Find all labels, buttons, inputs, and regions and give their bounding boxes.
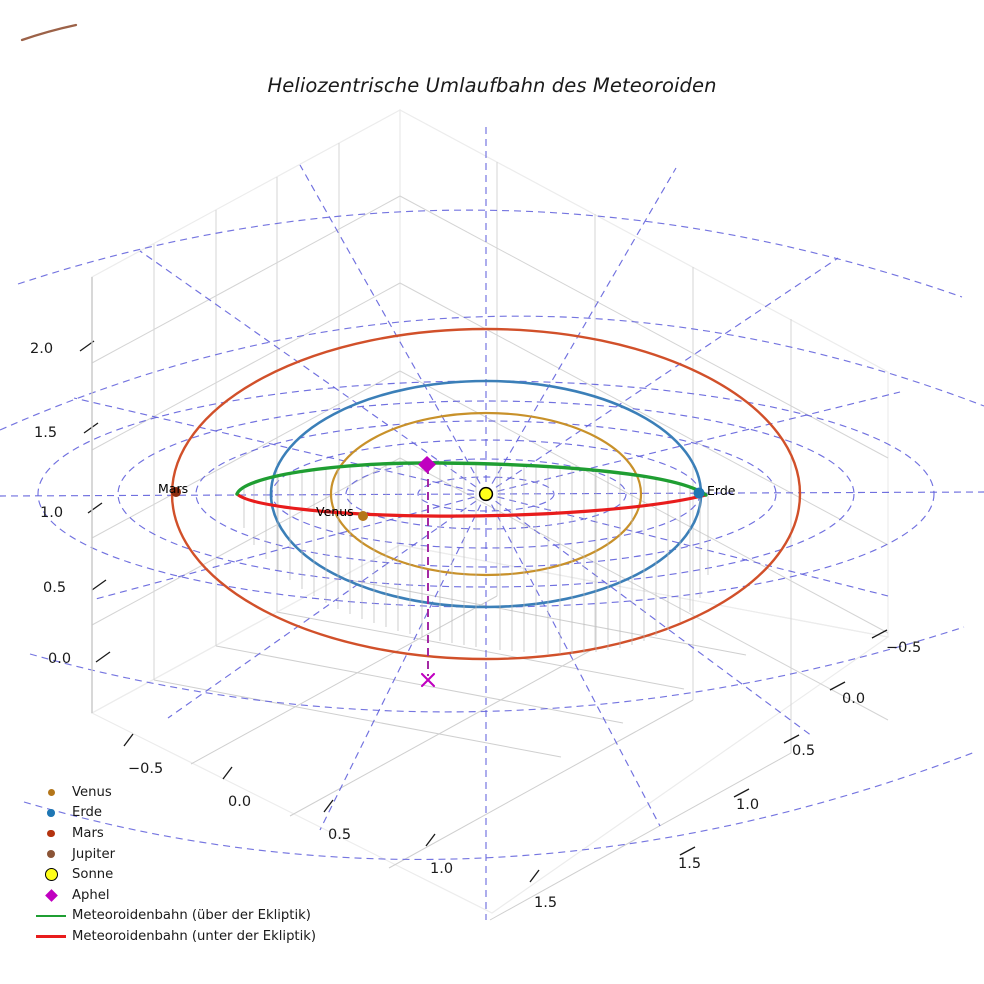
- jupiter-orbit: [20, 23, 78, 42]
- z-tick-0-0: 0.0: [48, 651, 72, 667]
- polar-radial-spokes: [0, 122, 984, 920]
- jupiter-dot-icon: [30, 850, 72, 859]
- legend-label-meteoroid-above: Meteoroidenbahn (über der Ekliptik): [72, 908, 311, 924]
- legend-label-venus: Venus: [72, 784, 112, 800]
- aphel-diamond-icon: [30, 888, 72, 902]
- x-tick-neg0-5: −0.5: [128, 761, 164, 777]
- legend-item-meteoroid-below[interactable]: Meteoroidenbahn (unter der Ekliptik): [30, 926, 330, 947]
- legend: Venus Erde Mars Jupiter Sonne: [30, 782, 330, 947]
- polar-grid-outer: [0, 209, 984, 860]
- legend-label-aphel: Aphel: [72, 887, 110, 903]
- left-wall-gridlines: [91, 143, 401, 680]
- x-tick-0-0: 0.0: [228, 794, 252, 810]
- meteoroid-orbit-above: [235, 461, 708, 497]
- y-tick-1-5: 1.5: [678, 856, 702, 872]
- legend-item-aphel[interactable]: Aphel: [30, 885, 330, 906]
- legend-item-mars[interactable]: Mars: [30, 823, 330, 844]
- x-tick-1-5: 1.5: [534, 895, 558, 911]
- venus-marker: [358, 511, 368, 521]
- axis-ticks: [79, 340, 888, 883]
- z-tick-2-0: 2.0: [30, 341, 54, 357]
- legend-item-erde[interactable]: Erde: [30, 803, 330, 824]
- y-tick-0-5: 0.5: [792, 743, 816, 759]
- legend-label-meteoroid-below: Meteoroidenbahn (unter der Ekliptik): [72, 928, 317, 944]
- page-title: Heliozentrische Umlaufbahn des Meteoroid…: [267, 74, 717, 97]
- sonne-marker: [478, 486, 494, 502]
- erde-dot-icon: [30, 809, 72, 817]
- venus-orbit: [329, 411, 643, 577]
- legend-label-sonne: Sonne: [72, 867, 114, 883]
- legend-item-sonne[interactable]: Sonne: [30, 864, 330, 885]
- legend-item-meteoroid-above[interactable]: Meteoroidenbahn (über der Ekliptik): [30, 906, 330, 927]
- venus-label: Venus: [316, 504, 354, 519]
- mars-dot-icon: [30, 829, 72, 838]
- legend-item-jupiter[interactable]: Jupiter: [30, 844, 330, 865]
- aphel-ground-marker: [420, 672, 436, 688]
- legend-label-erde: Erde: [72, 805, 103, 821]
- y-tick-0-0: 0.0: [842, 691, 866, 707]
- y-tick-1-0: 1.0: [736, 797, 760, 813]
- x-tick-0-5: 0.5: [328, 827, 352, 843]
- meteoroid-stems: [243, 464, 709, 654]
- venus-dot-icon: [30, 788, 72, 796]
- legend-label-mars: Mars: [72, 825, 104, 841]
- legend-item-venus[interactable]: Venus: [30, 782, 330, 803]
- erde-label: Erde: [707, 483, 736, 498]
- z-tick-1-0: 1.0: [40, 505, 64, 521]
- meteoroid-orbit-below: [235, 492, 708, 518]
- red-line-icon: [30, 935, 72, 938]
- z-tick-0-5: 0.5: [43, 580, 67, 596]
- mars-label: Mars: [158, 481, 189, 496]
- z-tick-1-5: 1.5: [34, 425, 58, 441]
- green-line-icon: [30, 914, 72, 918]
- floor-gridlines: [153, 577, 792, 921]
- sonne-circle-icon: [30, 868, 72, 882]
- erde-marker: [693, 487, 705, 499]
- y-tick-neg0-5: −0.5: [886, 640, 922, 656]
- x-tick-1-0: 1.0: [430, 861, 454, 877]
- right-wall-gridlines: [399, 162, 889, 753]
- aphel-diamond-icon: [418, 456, 436, 473]
- legend-label-jupiter: Jupiter: [72, 846, 115, 862]
- mars-marker: [171, 487, 181, 497]
